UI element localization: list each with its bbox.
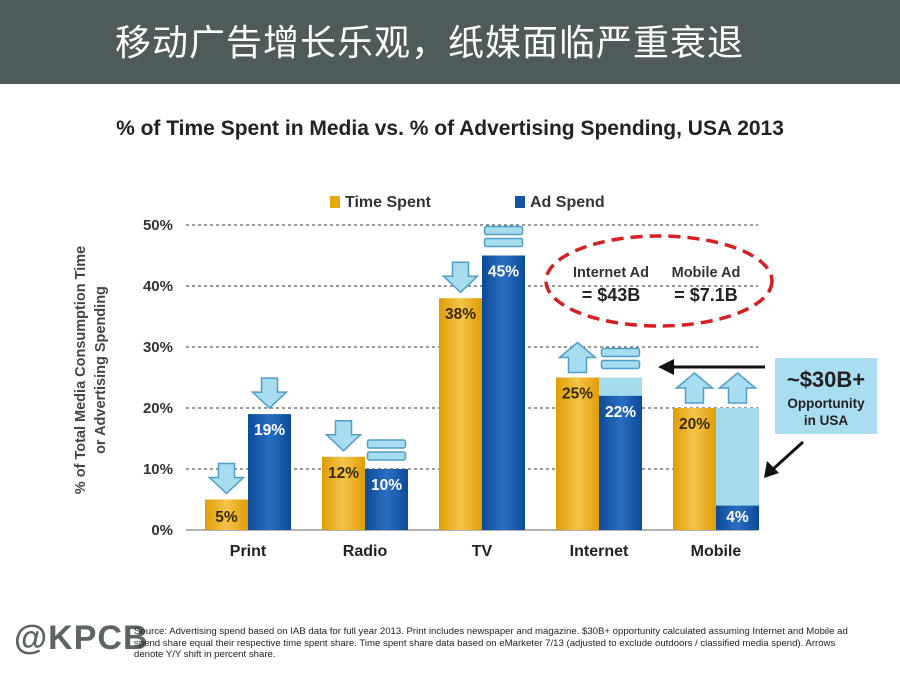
data-label: 10% — [371, 477, 402, 494]
bar-ad-spend — [365, 469, 408, 530]
pointer-arrowhead-down — [764, 461, 779, 478]
equal-sign-icon — [600, 359, 641, 370]
data-label: 20% — [679, 416, 710, 433]
data-label: 22% — [605, 404, 636, 421]
y-tick-label: 20% — [143, 400, 173, 417]
bar-ad-spend — [599, 395, 642, 530]
mobile-ad-value: = $7.1B — [674, 285, 738, 305]
down-arrow-icon — [324, 420, 363, 452]
y-axis-label: or Advertising Spending — [93, 286, 109, 454]
internet-ad-label: Internet Ad — [573, 265, 649, 281]
bar-time-spent — [556, 377, 599, 530]
data-label: 4% — [726, 509, 749, 526]
highlight-ellipse — [544, 234, 774, 328]
opportunity-line1: Opportunity — [787, 396, 865, 411]
x-tick-label: Mobile — [691, 543, 742, 560]
legend-swatch — [515, 196, 525, 208]
up-arrow-icon — [557, 341, 598, 374]
down-arrow-icon — [441, 261, 480, 294]
equal-sign-icon — [366, 439, 407, 449]
legend-swatch — [330, 196, 340, 208]
y-tick-label: 30% — [143, 339, 173, 356]
down-arrow-icon — [207, 462, 246, 495]
up-arrow-icon — [674, 372, 715, 404]
chart-title: % of Time Spent in Media vs. % of Advert… — [116, 117, 784, 140]
bar-ad-spend — [248, 414, 291, 530]
opportunity-fill — [716, 408, 759, 506]
opportunity-fill — [599, 377, 642, 396]
data-label: 12% — [328, 465, 359, 482]
equal-sign-icon — [600, 347, 641, 358]
equal-sign-icon — [366, 451, 407, 461]
source-note: Source: Advertising spend based on IAB d… — [134, 626, 848, 660]
internet-ad-value: = $43B — [582, 285, 641, 305]
x-tick-label: TV — [472, 543, 493, 560]
y-tick-label: 10% — [143, 461, 173, 478]
x-tick-label: Internet — [570, 543, 629, 560]
x-tick-label: Print — [230, 543, 267, 560]
pointer-arrowhead-left — [658, 359, 674, 375]
up-arrow-icon — [717, 372, 758, 404]
x-tick-label: Radio — [343, 543, 388, 560]
opportunity-line2: in USA — [804, 413, 849, 428]
bar-time-spent — [322, 456, 365, 530]
y-tick-label: 50% — [143, 217, 173, 234]
bar-time-spent — [673, 408, 716, 530]
data-label: 19% — [254, 422, 285, 439]
opportunity-box — [775, 358, 877, 434]
slide-title: 移动广告增长乐观，纸媒面临严重衰退 — [115, 23, 745, 64]
bar-ad-spend — [716, 505, 759, 530]
legend-label: Time Spent — [345, 194, 432, 211]
data-label: 5% — [215, 509, 238, 526]
y-tick-label: 40% — [143, 278, 173, 295]
kpcb-logo: @KPCB — [14, 619, 149, 657]
data-label: 25% — [562, 386, 593, 403]
data-label: 38% — [445, 306, 476, 323]
opportunity-value: ~$30B+ — [787, 367, 865, 392]
mobile-ad-label: Mobile Ad — [672, 265, 741, 281]
pointer-arrow-down — [770, 440, 805, 472]
bar-time-spent — [439, 298, 482, 530]
bar-time-spent — [205, 499, 248, 530]
data-label: 45% — [488, 264, 519, 281]
legend-label: Ad Spend — [530, 194, 605, 211]
equal-sign-icon — [483, 225, 524, 236]
header-banner: 移动广告增长乐观，纸媒面临严重衰退 — [0, 0, 900, 84]
equal-sign-icon — [483, 237, 524, 248]
y-axis-label: % of Total Media Consumption Time — [73, 246, 89, 494]
y-tick-label: 0% — [151, 522, 173, 539]
down-arrow-icon — [250, 377, 289, 410]
bar-ad-spend — [482, 255, 525, 530]
